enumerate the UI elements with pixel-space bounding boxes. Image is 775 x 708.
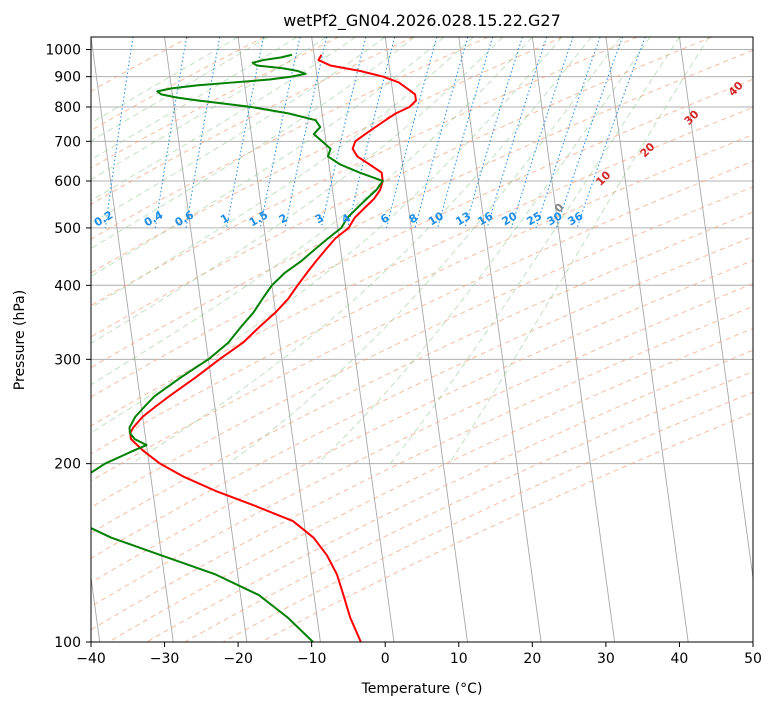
- x-tick-label: 50: [744, 651, 762, 667]
- dry-adiabat-line: [91, 49, 753, 369]
- mixing-ratio-line: [185, 37, 221, 228]
- y-tick-label: 800: [54, 100, 81, 116]
- isotherm-line: [678, 37, 753, 582]
- mixing-ratio-line: [535, 37, 601, 229]
- x-tick-label: 20: [523, 651, 541, 667]
- mixing-ratio-line: [386, 37, 438, 229]
- y-tick-label: 700: [54, 134, 81, 150]
- dry-adiabat-line: [91, 186, 753, 508]
- moist-adiabat-line: [448, 37, 710, 464]
- moist-adiabat-line: [91, 37, 357, 202]
- isotherm-line: [605, 37, 689, 642]
- dry-adiabat-line: [108, 328, 753, 642]
- mixing-ratio-line: [486, 37, 548, 229]
- dry-adiabat-line: [91, 37, 638, 306]
- y-tick-label: 500: [54, 221, 81, 237]
- mixing-ratio-line: [510, 37, 574, 229]
- y-axis-label: Pressure (hPa): [12, 290, 28, 390]
- mixing-ratio-line: [259, 37, 301, 228]
- x-tick-label: −40: [76, 651, 106, 667]
- dry-adiabat-line: [184, 370, 753, 642]
- moist-adiabat-line: [317, 37, 651, 465]
- moist-adiabat-line: [91, 37, 298, 161]
- mixing-ratio-line: [284, 37, 328, 228]
- x-tick-label: 40: [671, 651, 689, 667]
- y-tick-label: 200: [54, 457, 81, 473]
- moist-adiabat-line: [91, 37, 445, 277]
- dry-adiabat-line: [91, 37, 340, 169]
- moist-adiabat-line: [389, 37, 680, 464]
- dewpoint-profile-line: [91, 53, 384, 642]
- dry-adiabat-line: [91, 211, 753, 534]
- dry-adiabat-line: [146, 349, 753, 642]
- moist-adiabat-line: [91, 37, 415, 250]
- moist-adiabat-line: [91, 37, 474, 309]
- y-tick-label: 1000: [45, 43, 81, 59]
- moist-adiabat-line: [91, 37, 268, 142]
- mixing-ratio-line: [347, 37, 396, 229]
- dry-adiabat-line: [91, 160, 753, 482]
- moist-adiabat-line: [228, 37, 622, 465]
- x-tick-label: −20: [223, 651, 253, 667]
- mixing-ratio-line: [320, 37, 367, 229]
- x-tick-label: −10: [297, 651, 327, 667]
- y-tick-label: 100: [54, 635, 81, 651]
- dry-adiabat-line: [91, 283, 753, 608]
- plot-frame: [90, 36, 754, 643]
- isotherm-line: [91, 37, 174, 642]
- y-tick-label: 600: [54, 174, 81, 190]
- mixing-ratio-line: [154, 37, 188, 228]
- mixing-ratio-line: [437, 37, 494, 229]
- isotherm-line: [237, 37, 321, 642]
- dry-adiabat-line: [91, 305, 753, 631]
- moist-adiabat-line: [91, 37, 386, 225]
- x-axis-label: Temperature (°C): [361, 681, 483, 697]
- y-tick-label: 900: [54, 70, 81, 86]
- moist-adiabat-line: [91, 37, 563, 434]
- chart-title: wetPf2_GN04.2026.028.15.22.G27: [283, 11, 561, 31]
- temperature-profile-line: [129, 54, 417, 642]
- mixing-ratio-line: [414, 37, 469, 229]
- dry-adiabat-line: [91, 37, 414, 205]
- dry-adiabat-line: [91, 37, 712, 338]
- mixing-ratio-line: [555, 37, 624, 229]
- mixing-ratio-line: [226, 37, 264, 228]
- moist-adiabat-line: [91, 37, 533, 386]
- y-tick-label: 400: [54, 278, 81, 294]
- x-tick-label: 30: [597, 651, 615, 667]
- dry-adiabat-line: [91, 78, 753, 398]
- mixing-ratio-line: [464, 37, 523, 229]
- mixing-ratio-line: [104, 37, 134, 228]
- moist-adiabat-line: [131, 37, 592, 465]
- x-tick-label: 10: [450, 651, 468, 667]
- isotherm-line: [164, 37, 248, 642]
- mixing-ratio-line: [576, 37, 646, 229]
- dry-adiabat-line: [91, 134, 753, 455]
- x-tick-label: 0: [381, 651, 390, 667]
- y-tick-label: 300: [54, 352, 81, 368]
- isotherm-line: [384, 37, 468, 642]
- moist-adiabat-line: [91, 37, 239, 124]
- x-tick-label: −30: [150, 651, 180, 667]
- dry-adiabat-line: [260, 411, 753, 642]
